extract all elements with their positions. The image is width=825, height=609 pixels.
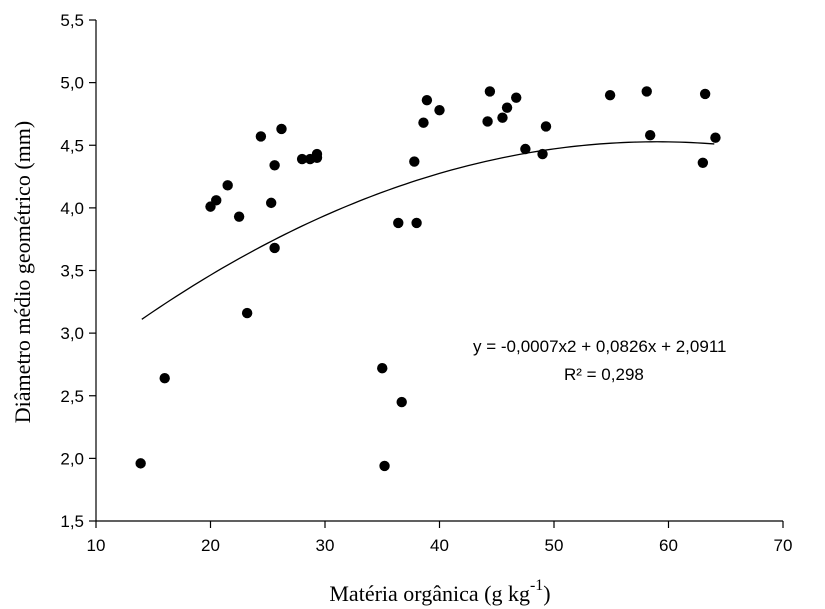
x-tick-label: 40 — [430, 536, 449, 555]
data-point — [482, 116, 493, 127]
y-tick-label: 3,5 — [60, 262, 84, 281]
data-point — [484, 86, 496, 97]
data-point — [644, 130, 656, 141]
x-tick-label: 50 — [545, 536, 564, 555]
data-point — [265, 197, 277, 209]
data-point — [497, 112, 508, 123]
y-tick-label: 1,5 — [60, 512, 84, 531]
y-axis-title: Diâmetro médio geométrico (mm) — [10, 121, 35, 423]
y-tick-label: 5,5 — [60, 11, 84, 30]
y-tick-label: 2,5 — [60, 387, 84, 406]
data-point — [379, 460, 390, 472]
data-point — [501, 102, 513, 113]
data-point — [710, 132, 721, 143]
x-tick-label: 30 — [316, 536, 335, 555]
x-tick-label: 70 — [774, 536, 793, 555]
data-points — [135, 86, 721, 472]
data-point — [296, 153, 308, 165]
data-point — [418, 117, 429, 128]
data-point — [269, 160, 280, 171]
data-point — [641, 86, 652, 97]
data-point — [604, 89, 616, 101]
y-tick-label: 2,0 — [60, 449, 84, 468]
data-point — [411, 217, 422, 229]
axes — [95, 20, 783, 522]
data-point — [241, 307, 253, 319]
x-tick-label: 10 — [87, 536, 106, 555]
data-point — [393, 217, 404, 229]
data-point — [135, 458, 146, 469]
data-point — [311, 152, 323, 163]
r-squared-label: R² = 0,298 — [564, 365, 644, 384]
y-tick-label: 5,0 — [60, 74, 84, 93]
data-point — [409, 156, 420, 167]
data-point — [520, 143, 531, 155]
x-axis-title-superscript: -1 — [530, 577, 543, 594]
data-point — [377, 362, 388, 374]
x-tick-label: 20 — [201, 536, 220, 555]
data-point — [222, 180, 233, 191]
data-point — [276, 123, 287, 135]
y-tick-label: 3,0 — [60, 324, 84, 343]
y-ticks: 1,5 2,0 2,5 3,0 3,5 4,0 4,5 5,0 5,5 — [60, 11, 96, 531]
data-point — [697, 157, 709, 168]
data-point — [233, 211, 245, 222]
x-ticks: 10 20 30 40 50 60 70 — [87, 521, 793, 555]
trendline — [141, 141, 715, 320]
x-axis-title: Matéria orgânica (g kg-1) — [329, 577, 550, 606]
y-tick-label: 4,5 — [60, 136, 84, 155]
data-point — [540, 121, 552, 132]
x-axis-title-close: ) — [543, 581, 550, 606]
data-point — [699, 88, 711, 100]
data-point — [434, 104, 445, 116]
data-point — [421, 94, 433, 106]
data-point — [537, 148, 548, 160]
equation-label: y = -0,0007x2 + 0,0826x + 2,0911 — [473, 337, 726, 356]
x-axis-title-main: Matéria orgânica (g kg — [329, 581, 530, 606]
data-point — [511, 92, 522, 103]
data-point — [396, 396, 407, 408]
y-tick-label: 4,0 — [60, 199, 84, 218]
data-point — [269, 242, 280, 254]
data-point — [211, 195, 222, 206]
data-point — [255, 131, 267, 142]
x-tick-label: 60 — [659, 536, 678, 555]
data-point — [159, 373, 170, 384]
